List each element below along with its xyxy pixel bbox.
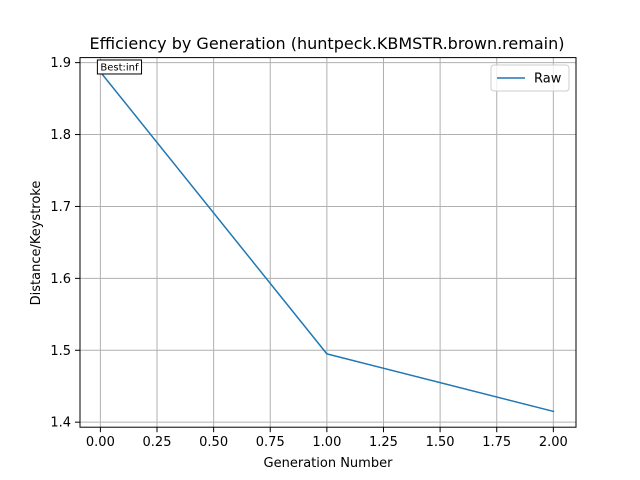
- legend: Raw: [490, 64, 570, 92]
- y-tick-label: 1.9: [50, 56, 71, 71]
- legend-label: Raw: [534, 72, 562, 87]
- chart-title: Efficiency by Generation (huntpeck.KBMST…: [90, 34, 565, 53]
- x-tick-label: 1.75: [482, 435, 511, 450]
- annotation-box: [96, 59, 143, 75]
- x-tick-label: 0.50: [199, 435, 228, 450]
- x-tick-label: 0.25: [143, 435, 172, 450]
- y-tick-label: 1.6: [50, 272, 71, 287]
- data-point: [552, 410, 555, 413]
- annotation: Best:inf: [96, 59, 143, 75]
- y-tick-label: 1.7: [50, 200, 71, 215]
- x-tick-label: 1.50: [426, 435, 455, 450]
- x-tick-label: 1.25: [369, 435, 398, 450]
- x-tick-label: 1.00: [312, 435, 341, 450]
- data-point: [326, 353, 328, 355]
- annotation-text: Best:inf: [100, 62, 139, 73]
- axis-ticks: 0.00 0.25 0.50 0.75 1.00 1.25 1.50 1.75 2.00 1.4 1…: [50, 56, 568, 450]
- x-tick-label: 0.00: [86, 435, 115, 450]
- x-tick-label: 2.00: [539, 435, 568, 450]
- x-tick-label: 0.75: [256, 435, 285, 450]
- y-tick-label: 1.8: [50, 128, 71, 143]
- legend-frame: [490, 64, 570, 92]
- grid: [80, 57, 576, 428]
- x-axis-label: Generation Number: [264, 456, 394, 471]
- y-axis-label: Distance/Keystroke: [29, 181, 44, 306]
- y-tick-label: 1.5: [50, 344, 71, 359]
- plot-frame: [79, 57, 577, 428]
- y-tick-label: 1.4: [50, 416, 71, 431]
- annotations: Best:inf: [96, 59, 143, 75]
